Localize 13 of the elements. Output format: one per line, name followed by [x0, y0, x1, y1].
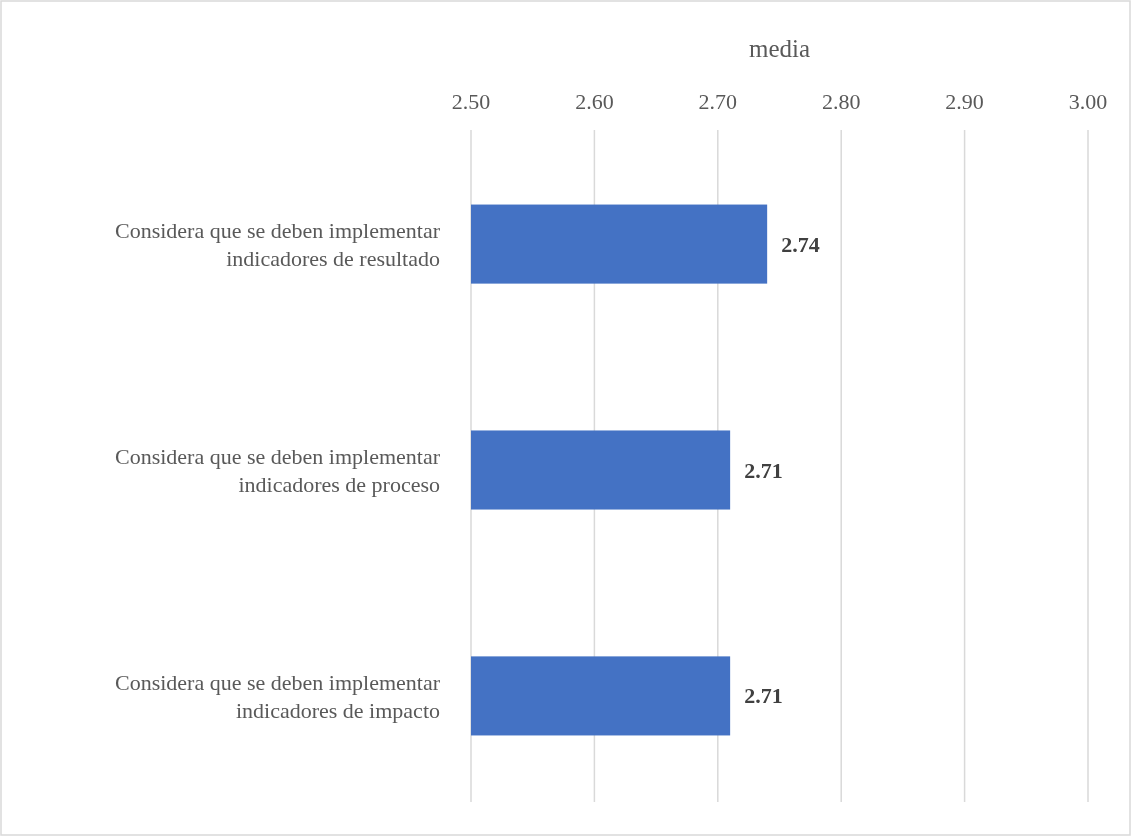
- data-label: 2.71: [744, 683, 783, 709]
- x-tick-label: 2.50: [451, 88, 491, 114]
- x-tick-label: 2.90: [945, 88, 984, 114]
- data-label: 2.74: [781, 231, 820, 257]
- y-tick-label: Considera que se deben implementar indicadores de impacto: [114, 669, 441, 723]
- x-tick-label: 2.70: [698, 88, 738, 114]
- x-tick-label: 2.60: [575, 88, 614, 114]
- x-tick-label: 2.80: [821, 88, 861, 114]
- x-tick-label: 3.00: [1068, 88, 1108, 114]
- y-tick-label: Considera que se deben implementar indicadores de proceso: [114, 443, 441, 497]
- x-axis-title: media: [748, 34, 811, 62]
- y-tick-label: Considera que se deben implementar indicadores de resultado: [114, 217, 441, 271]
- data-label: 2.71: [744, 457, 783, 483]
